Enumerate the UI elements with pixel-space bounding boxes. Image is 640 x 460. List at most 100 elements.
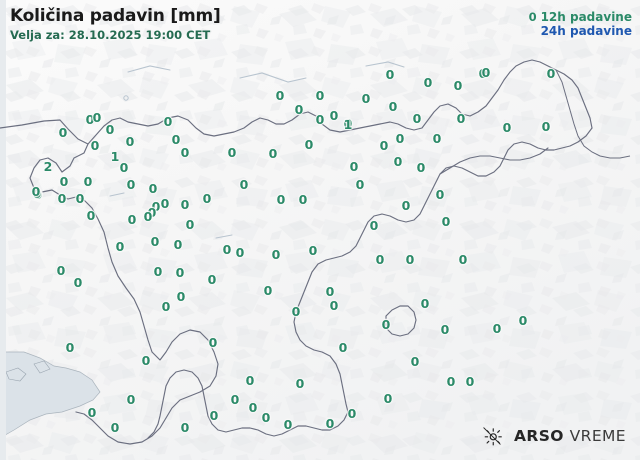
- station-value: 0: [245, 372, 255, 388]
- station-value: 0: [385, 66, 395, 82]
- station-value: 0: [161, 298, 171, 314]
- station-value: 0: [31, 183, 41, 199]
- border-south-croatia: [147, 369, 349, 439]
- station-value: 0: [343, 115, 353, 131]
- station-value: 0: [453, 77, 463, 93]
- station-value: 0: [208, 334, 218, 350]
- station-value: 0: [518, 312, 528, 328]
- station-value: 0: [361, 90, 371, 106]
- station-value: 0: [325, 415, 335, 431]
- station-value: 0: [85, 111, 95, 127]
- station-value: 0: [207, 271, 217, 287]
- legend: 0 12h padavine 0 24h padavine: [529, 10, 632, 38]
- station-value: 0: [268, 145, 278, 161]
- border-hungary-detail: [555, 69, 631, 159]
- station-value: 1: [343, 116, 353, 132]
- station-value: 0: [338, 339, 348, 355]
- coastline-detail: [5, 360, 51, 382]
- station-value: 0: [261, 409, 271, 425]
- station-value: 0: [126, 391, 136, 407]
- station-value: 0: [412, 110, 422, 126]
- legend-sample-value: 0: [528, 10, 537, 24]
- slovenia-national-border: [0, 119, 219, 445]
- station-value: 0: [171, 131, 181, 147]
- station-value: 0: [423, 74, 433, 90]
- station-value: 0: [239, 176, 249, 192]
- station-value: 0: [295, 375, 305, 391]
- station-value: 0: [209, 407, 219, 423]
- station-value: 0: [275, 87, 285, 103]
- station-value: 0: [405, 251, 415, 267]
- station-value: 0: [105, 121, 115, 137]
- station-value: 0: [502, 119, 512, 135]
- station-value: 0: [388, 98, 398, 114]
- station-value: 0: [294, 101, 304, 117]
- station-value: 0: [160, 195, 170, 211]
- brand-text: ARSO VREME: [514, 427, 626, 445]
- station-value: 0: [222, 241, 232, 257]
- station-value: 0: [381, 316, 391, 332]
- station-value: 0: [410, 353, 420, 369]
- station-value: 0: [75, 190, 85, 206]
- station-value: 0: [440, 321, 450, 337]
- station-value: 0: [73, 274, 83, 290]
- legend-item-12h[interactable]: 0 12h padavine: [529, 10, 632, 24]
- station-value: 0: [393, 153, 403, 169]
- station-value: 0: [435, 186, 445, 202]
- map-left-margin: [0, 0, 6, 460]
- station-value: 0: [180, 419, 190, 435]
- station-value: 0: [125, 133, 135, 149]
- legend-item-24h[interactable]: 0 24h padavine: [529, 24, 632, 38]
- station-value: 0: [147, 204, 157, 220]
- station-value: 2: [43, 158, 53, 174]
- station-value: 0: [263, 282, 273, 298]
- station-value: 0: [401, 197, 411, 213]
- station-value: 0: [57, 190, 67, 206]
- station-value: 0: [458, 251, 468, 267]
- station-value: 0: [143, 208, 153, 224]
- brand-name-bold: ARSO: [513, 427, 570, 445]
- station-value: 0: [456, 110, 466, 126]
- station-value: 0: [127, 211, 137, 227]
- legend-label-24h: 24h padavine: [540, 24, 632, 38]
- station-value: 0: [32, 185, 42, 201]
- station-value: 0: [271, 246, 281, 262]
- arso-vreme-logo[interactable]: ARSO VREME: [482, 426, 626, 446]
- border-north-austria: [87, 59, 593, 145]
- station-value: 0: [115, 238, 125, 254]
- station-value: 0: [148, 180, 158, 196]
- station-value: 0: [349, 158, 359, 174]
- station-value: 0: [395, 130, 405, 146]
- station-value: 0: [86, 207, 96, 223]
- station-value: 0: [83, 173, 93, 189]
- station-value: 0: [546, 65, 556, 81]
- station-value: 0: [153, 263, 163, 279]
- station-value: 0: [119, 159, 129, 175]
- station-value: 0: [325, 283, 335, 299]
- station-value: 0: [180, 196, 190, 212]
- station-value: 0: [87, 404, 97, 420]
- station-value: 0: [59, 173, 69, 189]
- station-value: 0: [90, 137, 100, 153]
- legend-label-12h: 12h padavine: [540, 10, 632, 24]
- station-value: 0: [141, 352, 151, 368]
- station-value: 0: [383, 390, 393, 406]
- station-value: 0: [441, 213, 451, 229]
- station-value: 0: [230, 391, 240, 407]
- brand-name-normal: VREME: [569, 427, 626, 445]
- station-value: 0: [369, 217, 379, 233]
- station-value: 0: [478, 65, 488, 81]
- station-value: 0: [227, 144, 237, 160]
- station-value: 0: [151, 198, 161, 214]
- station-value: 0: [541, 118, 551, 134]
- station-value: 0: [492, 320, 502, 336]
- border-krka-bend: [385, 305, 417, 337]
- station-value: 0: [33, 186, 43, 202]
- station-value: 0: [235, 244, 245, 260]
- station-value: 0: [92, 109, 102, 125]
- station-value: 0: [150, 233, 160, 249]
- rivers-layer: [109, 61, 405, 239]
